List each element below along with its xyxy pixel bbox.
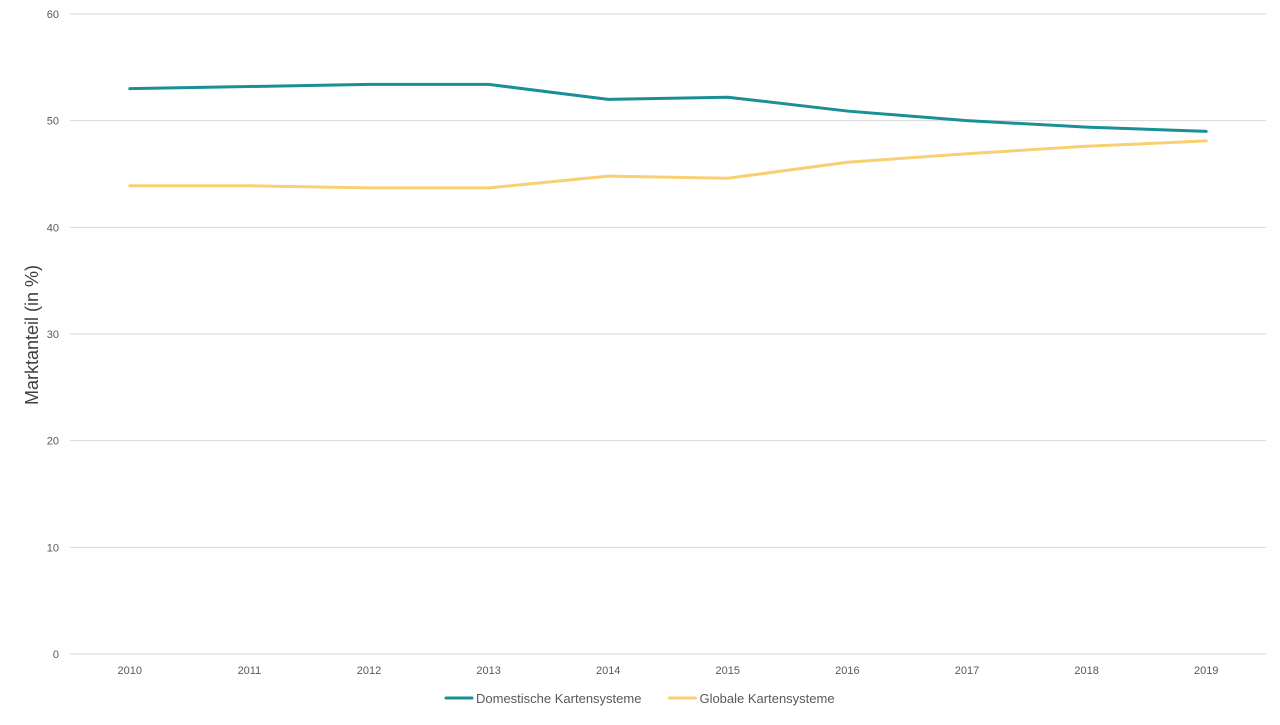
legend-item: Domestische Kartensysteme (446, 691, 641, 706)
y-tick-label: 50 (47, 116, 59, 128)
x-axis-ticks: 2010 2011 2012 2013 2014 2015 2016 2017 2018 2019 (118, 665, 1219, 677)
y-tick-label: 30 (47, 329, 59, 341)
legend-label: Domestische Kartensysteme (476, 691, 641, 706)
x-tick-label: 2015 (716, 665, 740, 677)
x-tick-label: 2012 (357, 665, 381, 677)
legend-label: Globale Kartensysteme (699, 691, 834, 706)
y-axis-ticks: 0 10 20 30 40 50 60 (47, 9, 59, 661)
x-tick-label: 2019 (1194, 665, 1218, 677)
x-tick-label: 2018 (1074, 665, 1098, 677)
legend: Domestische Kartensysteme Globale Kartens… (446, 691, 835, 706)
x-tick-label: 2017 (955, 665, 979, 677)
y-axis-title: Marktanteil (in %) (22, 265, 42, 405)
y-tick-label: 0 (53, 649, 59, 661)
gridlines (70, 14, 1266, 654)
x-tick-label: 2016 (835, 665, 859, 677)
x-tick-label: 2011 (238, 665, 262, 677)
series-line-1 (130, 141, 1206, 188)
legend-item: Globale Kartensysteme (669, 691, 834, 706)
x-tick-label: 2014 (596, 665, 620, 677)
series-line-0 (130, 84, 1206, 131)
y-tick-label: 40 (47, 222, 59, 234)
x-tick-label: 2010 (118, 665, 142, 677)
y-tick-label: 20 (47, 436, 59, 448)
series-lines (130, 84, 1206, 187)
y-tick-label: 10 (47, 542, 59, 554)
x-tick-label: 2013 (476, 665, 500, 677)
y-tick-label: 60 (47, 9, 59, 21)
